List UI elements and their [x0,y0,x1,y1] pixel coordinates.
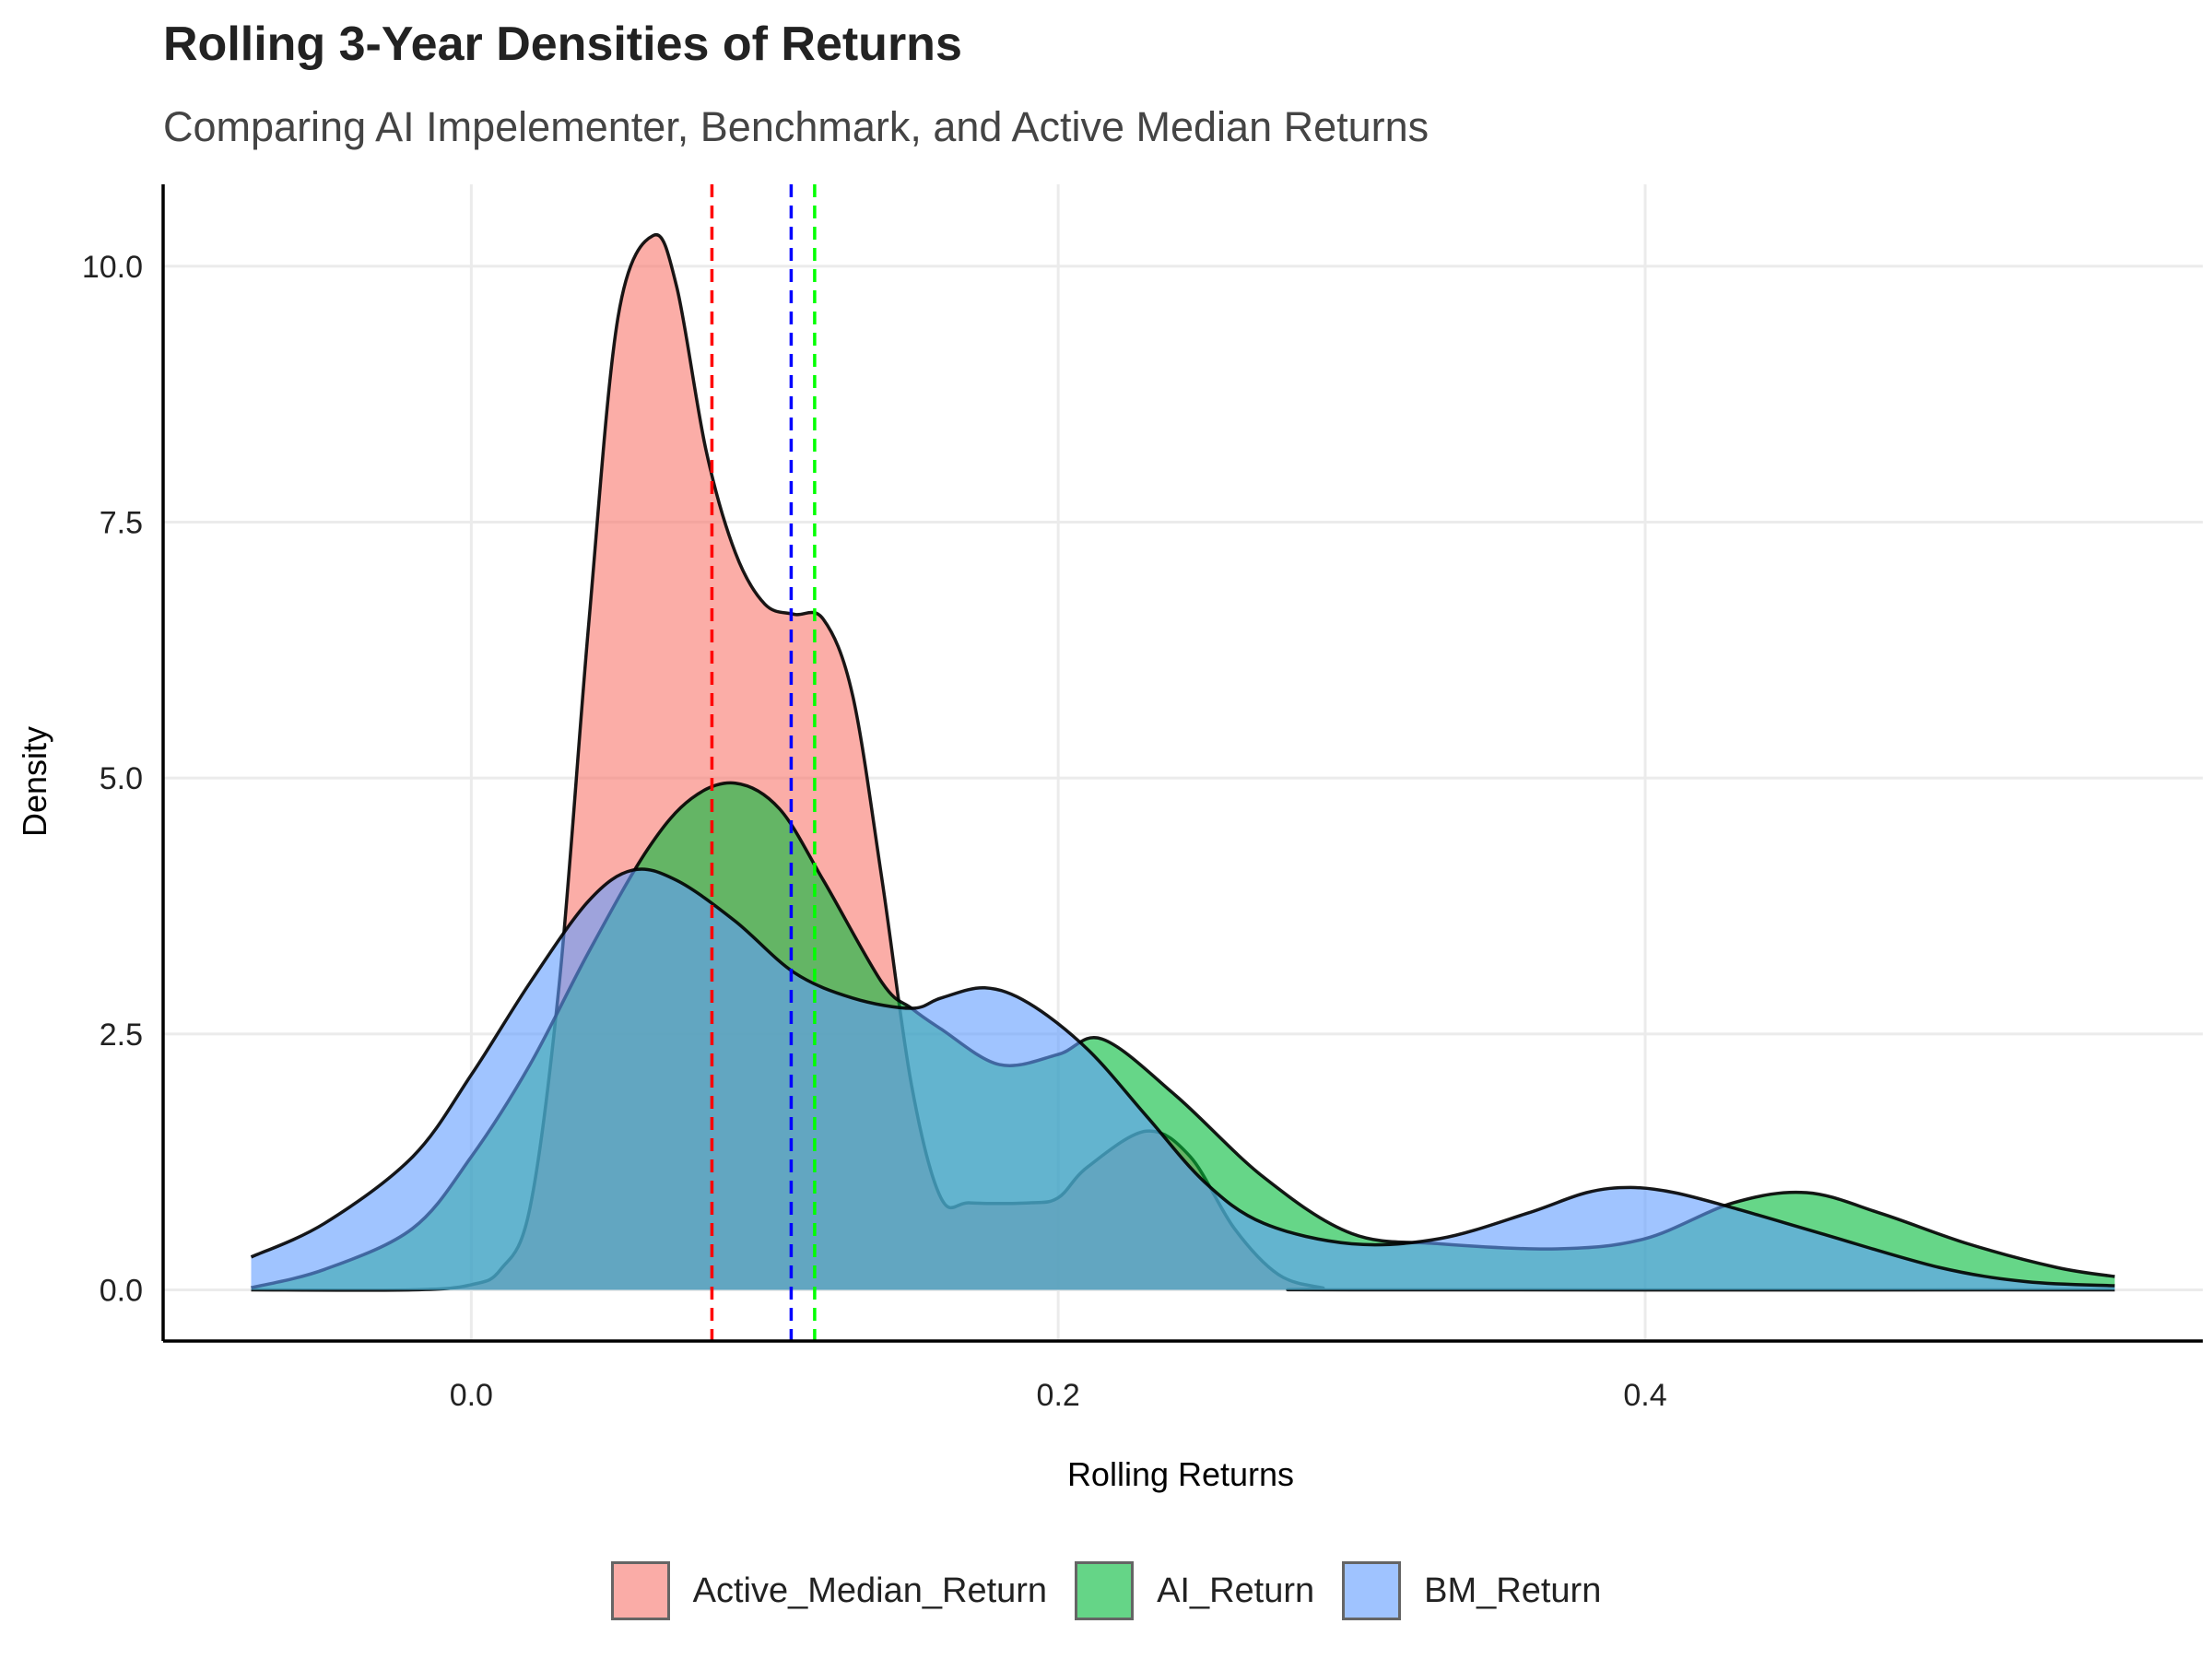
legend-label-active-median: Active_Median_Return [692,1571,1048,1610]
legend-item-ai-return: AI_Return [1075,1561,1314,1620]
axes [161,184,2203,1343]
x-tick-label: 0.0 [450,1378,493,1413]
x-tick-label: 0.4 [1623,1378,1666,1413]
density-areas [250,232,2115,1292]
y-tick-label: 5.0 [100,761,143,796]
x-axis-title: Rolling Returns [1067,1455,1294,1493]
chart-subtitle: Comparing AI Impelementer, Benchmark, an… [163,103,1430,150]
legend-item-bm-return: BM_Return [1342,1561,1601,1620]
density-outline-bm-return [250,867,2115,1288]
legend-key-ai-return [1075,1561,1135,1620]
legend-item-active-median: Active_Median_Return [610,1561,1048,1620]
legend: Active_Median_Return AI_Return BM_Return [0,1558,2212,1624]
legend-key-bm-return [1342,1561,1402,1620]
tick-labels: 0.0 2.5 5.0 7.5 10.0 0.0 0.2 0.4 [82,250,1667,1413]
y-tick-label: 7.5 [100,506,143,541]
legend-label-ai-return: AI_Return [1157,1571,1315,1610]
y-axis-title: Density [16,726,53,837]
median-reference-lines [710,184,817,1341]
y-tick-label: 0.0 [100,1273,143,1308]
y-tick-label: 10.0 [82,250,143,285]
y-tick-label: 2.5 [100,1018,143,1053]
x-tick-label: 0.2 [1037,1378,1080,1413]
chart-title: Rolling 3-Year Densities of Returns [163,18,962,71]
legend-label-bm-return: BM_Return [1424,1571,1602,1610]
density-fill-bm-return [251,868,2115,1290]
legend-key-active-median [610,1561,670,1620]
